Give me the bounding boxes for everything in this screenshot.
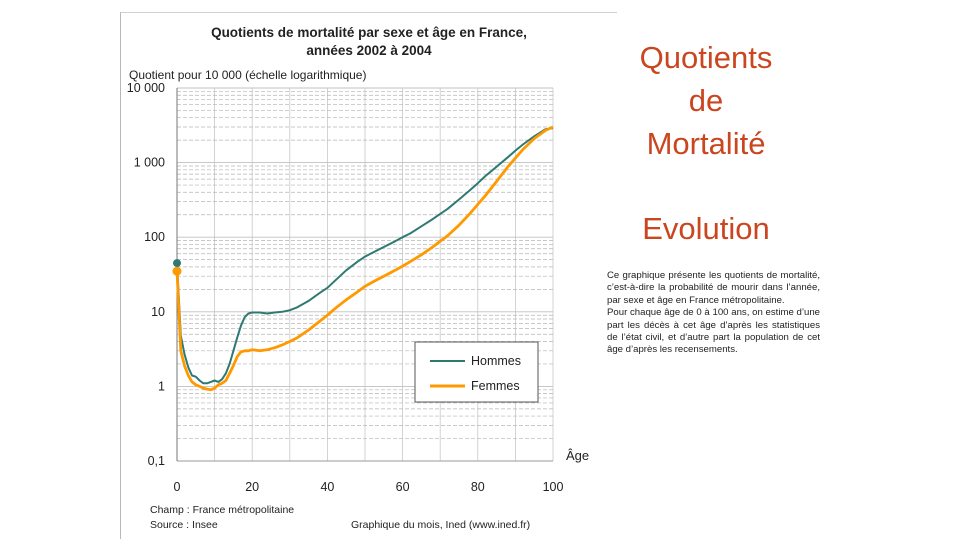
slide-title: Quotients de Mortalité: [608, 36, 804, 165]
description-text: Ce graphique présente les quotients de m…: [607, 270, 820, 357]
y-axis-label: Quotient pour 10 000 (échelle logarithmi…: [129, 68, 366, 82]
series-point-age-0-femmes: [172, 266, 182, 276]
series-line-hommes: [176, 127, 554, 385]
legend: Hommes Femmes: [414, 341, 539, 403]
y-tick-label: 0,1: [148, 454, 165, 468]
description-paragraph: Ce graphique présente les quotients de m…: [607, 270, 820, 306]
y-tick-label: 10 000: [127, 81, 165, 95]
y-tick-label: 10: [151, 305, 165, 319]
series-lines: [172, 125, 554, 392]
y-tick-label: 100: [144, 230, 165, 244]
mortality-chart: Quotients de mortalité par sexe et âge e…: [127, 25, 589, 531]
slide-title-line: Mortalité: [646, 126, 766, 161]
legend-label-femmes: Femmes: [471, 379, 520, 393]
footer-scope: Champ : France métropolitaine: [150, 504, 294, 516]
grid: [176, 87, 554, 462]
x-axis-label: Âge: [566, 448, 589, 463]
axis-ticks: 0 20 40 60 80 100 10 000 1 000 100 10 1 0,1: [127, 81, 564, 494]
footer-credit: Graphique du mois, Ined (www.ined.fr): [351, 519, 530, 531]
chart-title-line-1: Quotients de mortalité par sexe et âge e…: [211, 25, 527, 40]
legend-box: [414, 341, 539, 403]
x-tick-label: 80: [471, 480, 485, 494]
series-point-age-0-hommes: [173, 259, 181, 268]
legend-label-hommes: Hommes: [471, 354, 521, 368]
x-tick-label: 100: [543, 480, 564, 494]
x-tick-label: 60: [396, 480, 410, 494]
chart-panel: Quotients de mortalité par sexe et âge e…: [120, 12, 617, 539]
series-line-femmes: [175, 125, 554, 392]
y-tick-label: 1: [158, 379, 165, 393]
slide-title-line: Quotients: [639, 40, 773, 75]
slide-subtitle: Evolution: [642, 211, 770, 246]
slide-title-line: de: [688, 83, 724, 118]
x-tick-label: 20: [245, 480, 259, 494]
x-tick-label: 0: [174, 480, 181, 494]
footer-source: Source : Insee: [150, 519, 218, 531]
x-tick-label: 40: [320, 480, 334, 494]
description-paragraph: Pour chaque âge de 0 à 100 ans, on estim…: [607, 307, 820, 356]
y-tick-label: 1 000: [134, 156, 165, 170]
chart-title-line-2: années 2002 à 2004: [306, 43, 432, 58]
